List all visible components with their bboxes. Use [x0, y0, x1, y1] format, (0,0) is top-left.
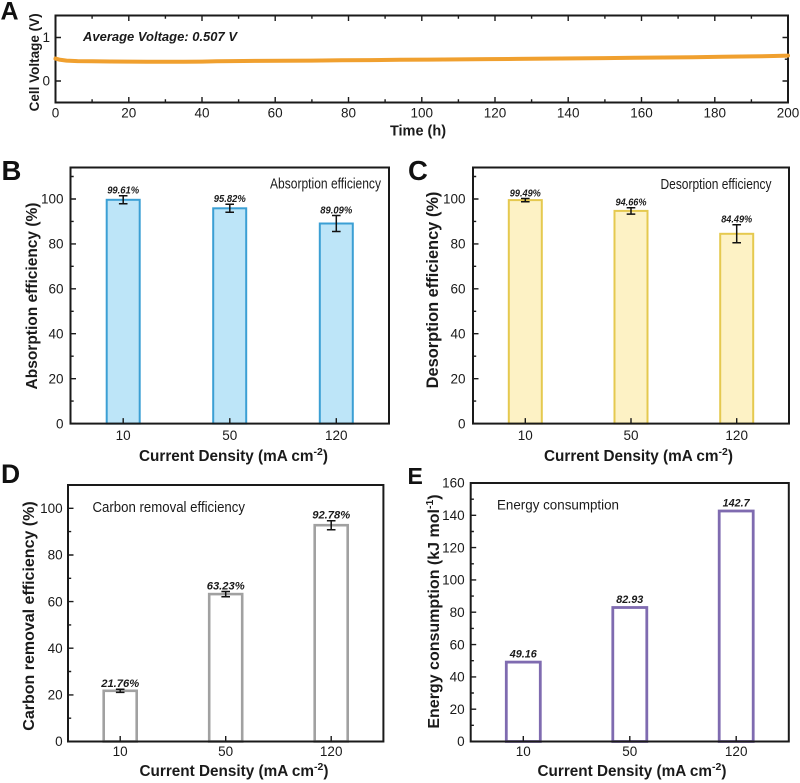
svg-text:60: 60	[268, 106, 283, 121]
svg-text:100: 100	[442, 573, 465, 588]
svg-text:120: 120	[484, 106, 507, 121]
svg-text:Absorption efficiency (%): Absorption efficiency (%)	[24, 203, 41, 390]
svg-text:20: 20	[450, 702, 465, 717]
svg-text:60: 60	[450, 282, 465, 297]
svg-text:160: 160	[630, 106, 653, 121]
svg-text:50: 50	[222, 428, 237, 443]
svg-text:40: 40	[450, 670, 465, 685]
svg-text:Carbon removal efficiency: Carbon removal efficiency	[93, 500, 246, 516]
svg-text:0: 0	[52, 106, 60, 121]
svg-text:Desorption efficiency (%): Desorption efficiency (%)	[424, 192, 442, 389]
svg-text:40: 40	[48, 326, 63, 341]
svg-text:1: 1	[42, 30, 50, 45]
svg-text:20: 20	[450, 371, 465, 386]
svg-text:Energy consumption: Energy consumption	[497, 496, 619, 512]
svg-text:21.76%: 21.76%	[100, 678, 139, 690]
svg-text:Current Density (mA cm-2): Current Density (mA cm-2)	[139, 446, 328, 465]
svg-text:Current Density (mA cm-2): Current Density (mA cm-2)	[538, 761, 727, 780]
svg-text:92.78%: 92.78%	[312, 510, 350, 522]
svg-text:94.66%: 94.66%	[616, 198, 647, 209]
svg-text:10: 10	[113, 744, 128, 759]
svg-text:80: 80	[450, 605, 465, 620]
svg-text:200: 200	[777, 106, 800, 121]
svg-text:80: 80	[450, 237, 465, 252]
svg-text:10: 10	[516, 744, 531, 759]
svg-text:99.61%: 99.61%	[107, 186, 139, 197]
svg-text:E: E	[408, 463, 423, 489]
svg-text:Desorption efficiency: Desorption efficiency	[661, 177, 773, 193]
svg-text:120: 120	[442, 540, 465, 555]
svg-text:100: 100	[41, 192, 64, 207]
svg-text:89.09%: 89.09%	[320, 205, 352, 216]
svg-text:120: 120	[725, 428, 748, 443]
svg-text:Time (h): Time (h)	[390, 124, 446, 140]
svg-text:100: 100	[411, 106, 434, 121]
svg-text:0: 0	[55, 734, 63, 749]
svg-text:20: 20	[48, 688, 63, 703]
svg-text:82.93: 82.93	[616, 594, 643, 606]
svg-text:20: 20	[121, 106, 136, 121]
svg-text:80: 80	[48, 237, 63, 252]
svg-text:40: 40	[194, 106, 209, 121]
svg-text:100: 100	[40, 501, 63, 516]
svg-text:99.49%: 99.49%	[510, 188, 541, 199]
svg-text:120: 120	[320, 744, 343, 759]
svg-text:40: 40	[48, 641, 63, 656]
svg-text:160: 160	[442, 476, 465, 491]
svg-text:142.7: 142.7	[723, 497, 751, 509]
svg-text:C: C	[408, 155, 428, 186]
svg-text:Current Density (mA cm-2): Current Density (mA cm-2)	[544, 446, 733, 465]
svg-text:120: 120	[725, 744, 748, 759]
svg-text:60: 60	[450, 637, 465, 652]
svg-text:60: 60	[48, 594, 63, 609]
svg-text:0: 0	[56, 416, 64, 431]
svg-text:A: A	[1, 0, 19, 26]
svg-text:63.23%: 63.23%	[207, 580, 245, 592]
svg-text:0: 0	[457, 734, 465, 749]
svg-text:140: 140	[557, 106, 580, 121]
svg-text:10: 10	[518, 428, 533, 443]
svg-text:50: 50	[623, 428, 638, 443]
svg-text:0: 0	[458, 416, 466, 431]
svg-text:B: B	[2, 155, 22, 186]
svg-text:0: 0	[42, 74, 50, 89]
svg-text:50: 50	[622, 744, 637, 759]
svg-text:120: 120	[325, 428, 348, 443]
svg-text:140: 140	[442, 508, 465, 523]
svg-text:Absorption efficiency: Absorption efficiency	[270, 177, 382, 193]
svg-text:100: 100	[443, 192, 466, 207]
svg-text:Energy consumption (kJ mol-1): Energy consumption (kJ mol-1)	[424, 494, 443, 728]
svg-text:49.16: 49.16	[509, 649, 538, 661]
svg-text:20: 20	[48, 371, 63, 386]
svg-text:84.49%: 84.49%	[721, 215, 752, 226]
svg-text:80: 80	[341, 106, 356, 121]
svg-text:D: D	[1, 459, 20, 489]
svg-text:Carbon removal efficiency (%): Carbon removal efficiency (%)	[21, 501, 38, 730]
svg-text:80: 80	[48, 548, 63, 563]
svg-text:40: 40	[450, 326, 465, 341]
svg-text:95.82%: 95.82%	[214, 194, 246, 205]
svg-text:60: 60	[48, 282, 63, 297]
svg-text:Average Voltage: 0.507 V: Average Voltage: 0.507 V	[82, 29, 238, 44]
svg-text:10: 10	[116, 428, 131, 443]
svg-text:Current Density (mA cm-2): Current Density (mA cm-2)	[140, 761, 329, 780]
svg-text:180: 180	[704, 106, 727, 121]
svg-text:50: 50	[218, 744, 233, 759]
svg-text:Cell Voltage (V): Cell Voltage (V)	[27, 13, 42, 111]
